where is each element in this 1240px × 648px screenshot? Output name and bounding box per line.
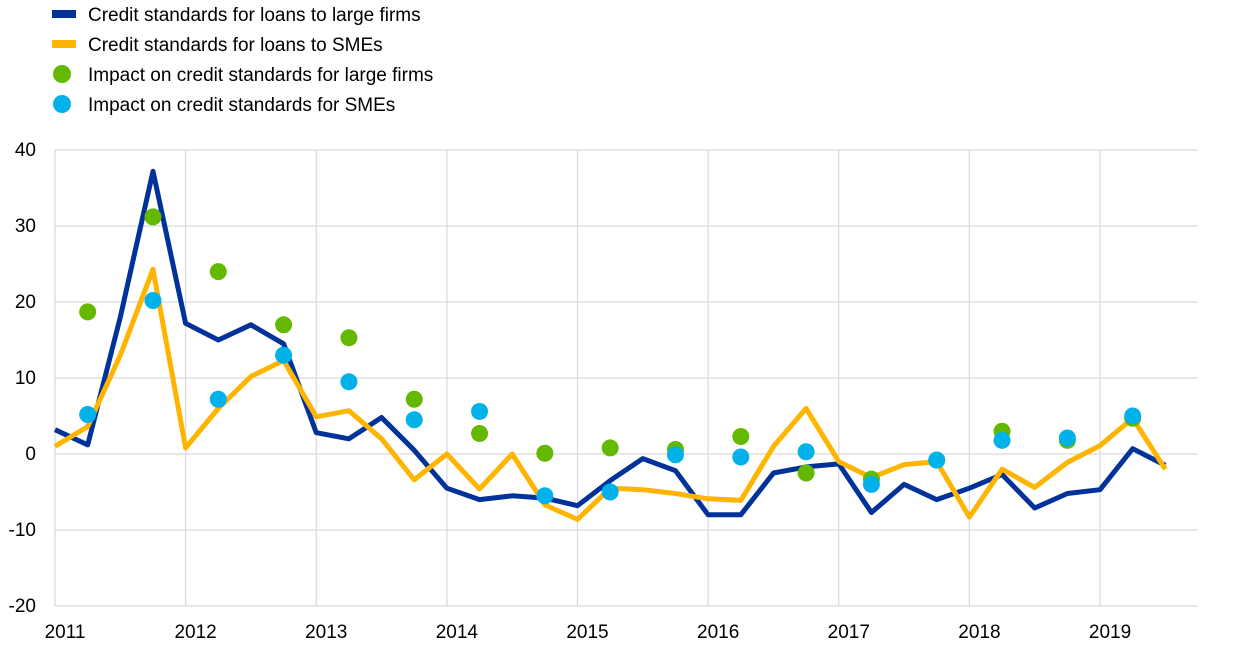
series-3-point [928, 451, 946, 469]
y-axis-ticks: -20 -10 0 10 20 30 40 [9, 140, 36, 617]
series-2-point [209, 263, 227, 281]
series-3-point [79, 405, 97, 423]
series-line-0 [53, 168, 1167, 518]
legend-dot-swatch [53, 95, 71, 113]
y-tick-label: 10 [15, 368, 36, 389]
series-3-point [275, 346, 293, 364]
series-2-point [601, 439, 619, 457]
series-3-point [405, 411, 423, 429]
series-layer [53, 168, 1168, 522]
series-2-point [536, 444, 554, 462]
x-tick-label: 2014 [436, 622, 479, 643]
legend-label: Credit standards for loans to large firm… [88, 5, 421, 26]
x-tick-label: 2018 [958, 622, 1000, 643]
y-tick-label: 0 [25, 444, 36, 465]
legend-label: Credit standards for loans to SMEs [88, 35, 383, 56]
x-tick-label: 2016 [697, 622, 739, 643]
series-3-point [144, 291, 162, 309]
x-tick-label: 2015 [566, 622, 608, 643]
y-tick-label: -20 [9, 596, 36, 617]
series-3-point [666, 446, 684, 464]
y-tick-label: -10 [9, 520, 36, 541]
series-3-point [797, 443, 815, 461]
series-2-point [797, 464, 815, 482]
x-tick-label: 2019 [1089, 622, 1131, 643]
series-3-point [340, 373, 358, 391]
y-tick-label: 30 [15, 216, 36, 237]
series-3-point [209, 390, 227, 408]
legend: Credit standards for loans to large firm… [52, 5, 433, 116]
series-3-point [1124, 407, 1142, 425]
y-tick-label: 40 [15, 140, 36, 161]
series-2-point [340, 329, 358, 347]
y-tick-label: 20 [15, 292, 36, 313]
series-2-point [405, 390, 423, 408]
series-2-point [732, 428, 750, 446]
series-3-point [732, 448, 750, 466]
series-3-point [862, 475, 880, 493]
series-3-point [1058, 429, 1076, 447]
legend-line-swatch [52, 10, 76, 18]
x-axis-ticks: 2011 2012 2013 2014 2015 2016 2017 2018 2019 [45, 622, 1132, 643]
grid [54, 149, 1198, 607]
legend-dot-swatch [53, 65, 71, 83]
x-tick-label: 2013 [305, 622, 347, 643]
series-3-point [471, 402, 489, 420]
x-tick-label: 2012 [174, 622, 216, 643]
series-2-point [471, 424, 489, 442]
x-tick-label: 2011 [45, 622, 86, 643]
legend-label: Impact on credit standards for large fir… [88, 65, 433, 86]
series-3-point [601, 483, 619, 501]
series-2-point [275, 316, 293, 334]
legend-label: Impact on credit standards for SMEs [88, 95, 395, 116]
series-2-point [79, 303, 97, 321]
series-3-point [993, 431, 1011, 449]
legend-line-swatch [52, 40, 76, 48]
series-3-point [536, 487, 554, 505]
series-2-point [144, 208, 162, 226]
x-tick-label: 2017 [828, 622, 870, 643]
